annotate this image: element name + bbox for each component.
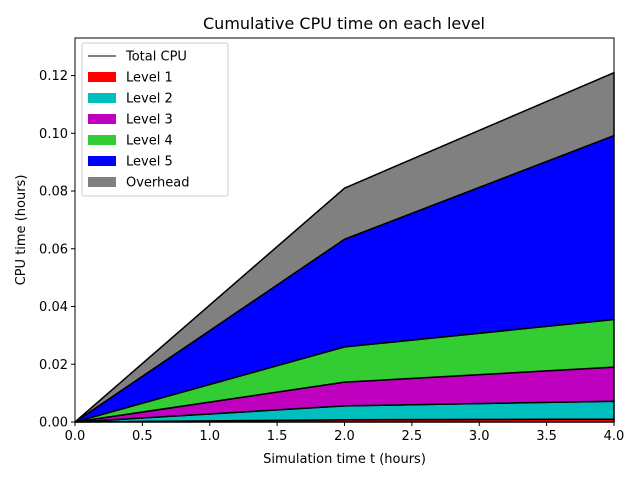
y-tick-label: 0.04 [39, 300, 68, 315]
x-tick-label: 4.0 [604, 429, 625, 444]
total-cpu-line [74, 72, 615, 423]
legend-swatch-level-4 [88, 135, 116, 145]
y-tick-label: 0.00 [39, 416, 68, 431]
legend-box [81, 42, 229, 197]
x-tick-label: 1.5 [267, 429, 288, 444]
legend-label-total-cpu: Total CPU [125, 50, 187, 65]
x-axis: 0.0 0.5 1.0 1.5 2.0 2.5 3.0 3.5 4.0 [65, 422, 625, 444]
legend-swatch-level-1 [88, 72, 116, 82]
legend-swatch-level-2 [88, 93, 116, 103]
legend-label-level-4: Level 4 [126, 134, 173, 149]
legend-label-level-1: Level 1 [126, 71, 173, 86]
legend-swatch-level-5 [88, 156, 116, 166]
plot-frame [74, 37, 615, 423]
legend-label-level-2: Level 2 [126, 92, 173, 107]
legend-label-overhead: Overhead [126, 176, 190, 191]
x-tick-label: 3.5 [536, 429, 557, 444]
y-tick-label: 0.02 [39, 358, 68, 373]
y-tick-label: 0.08 [39, 185, 68, 200]
x-tick-label: 1.0 [199, 429, 220, 444]
y-tick-label: 0.10 [39, 127, 68, 142]
chart-title: Cumulative CPU time on each level [203, 14, 485, 33]
y-tick-label: 0.12 [39, 69, 68, 84]
legend: Total CPU Level 1 Level 2 Level 3 Level 4 Lev… [81, 42, 229, 197]
legend-label-level-3: Level 3 [126, 113, 173, 128]
x-tick-label: 2.0 [334, 429, 355, 444]
legend-swatch-overhead [88, 177, 116, 187]
x-tick-label: 0.5 [132, 429, 153, 444]
legend-label-level-5: Level 5 [126, 155, 173, 170]
stacked-areas [74, 71, 615, 423]
y-axis: 0.00 0.02 0.04 0.06 0.08 0.10 0.12 [39, 69, 75, 431]
legend-swatch-level-3 [88, 114, 116, 124]
x-tick-label: 3.0 [469, 429, 490, 444]
y-axis-title: CPU time (hours) [14, 175, 29, 286]
x-tick-label: 2.5 [402, 429, 423, 444]
y-tick-label: 0.06 [39, 242, 68, 257]
x-tick-label: 0.0 [65, 429, 86, 444]
x-axis-title: Simulation time t (hours) [263, 452, 426, 467]
